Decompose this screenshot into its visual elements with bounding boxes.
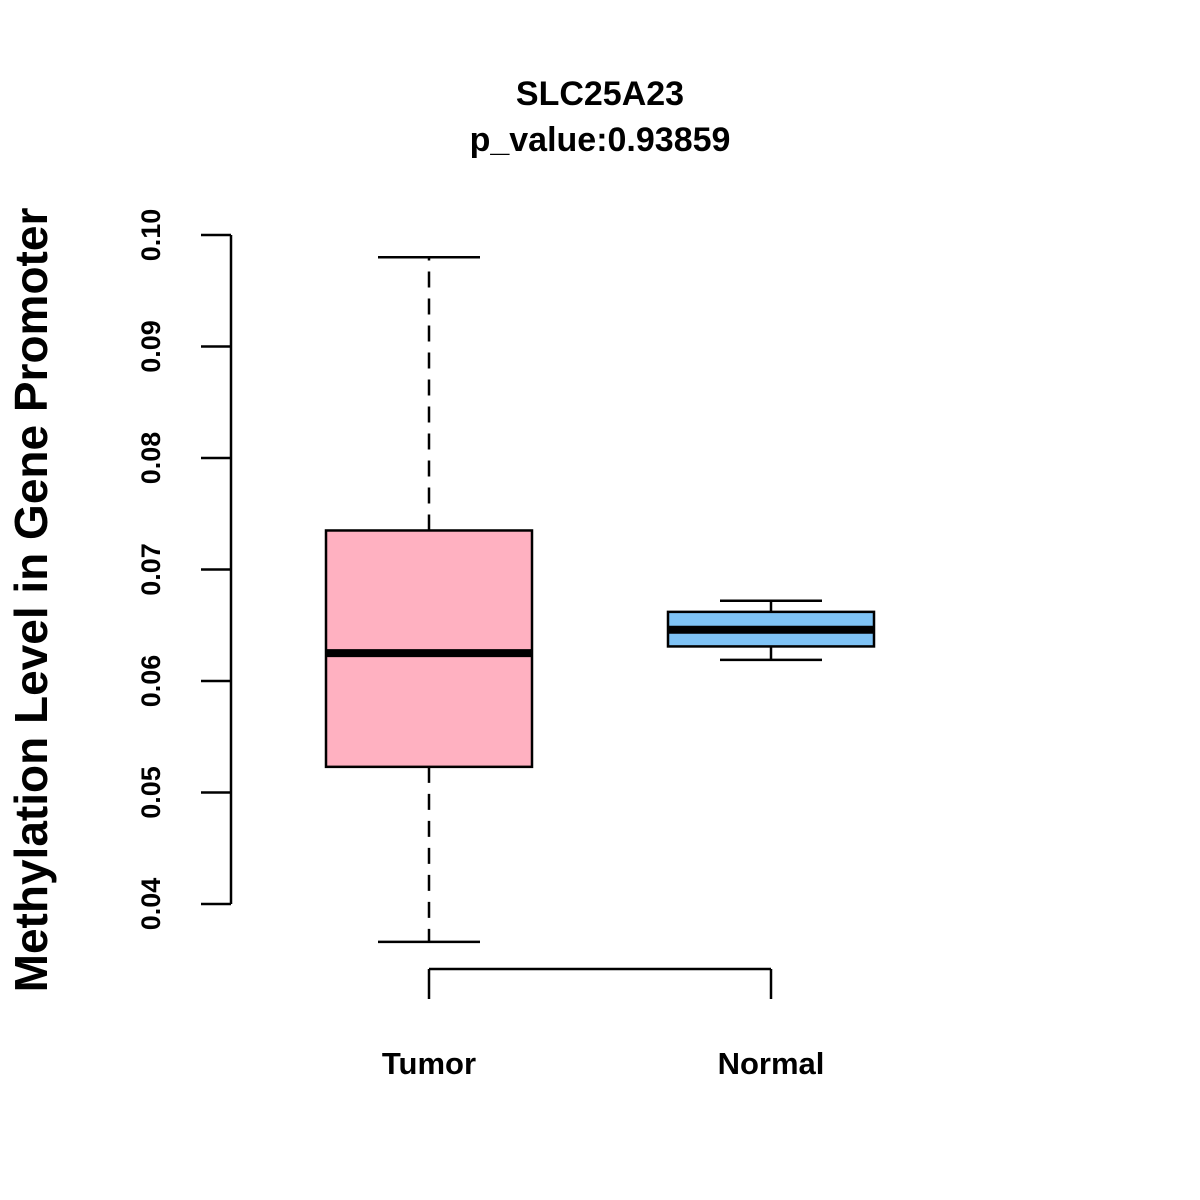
chart-title: SLC25A23 [516,75,684,113]
y-tick-label: 0.10 [136,209,166,262]
y-tick-label: 0.05 [136,766,166,819]
y-tick-label: 0.09 [136,320,166,373]
chart-subtitle: p_value:0.93859 [470,121,731,159]
x-tick-label-tumor: Tumor [382,1046,476,1081]
y-axis-title: Methylation Level in Gene Promoter [5,208,57,993]
box-normal [666,599,876,662]
y-axis: 0.04 0.05 0.06 0.07 0.08 0.09 0.10 [136,209,233,931]
y-tick-label: 0.07 [136,543,166,596]
y-tick-label: 0.08 [136,432,166,485]
box-group [324,256,876,944]
y-tick-label: 0.04 [136,878,166,931]
iqr-box [324,529,534,769]
x-axis: Tumor Normal [382,967,825,1081]
box-tumor [324,256,534,944]
x-tick-label-normal: Normal [718,1046,825,1081]
y-tick-label: 0.06 [136,655,166,708]
